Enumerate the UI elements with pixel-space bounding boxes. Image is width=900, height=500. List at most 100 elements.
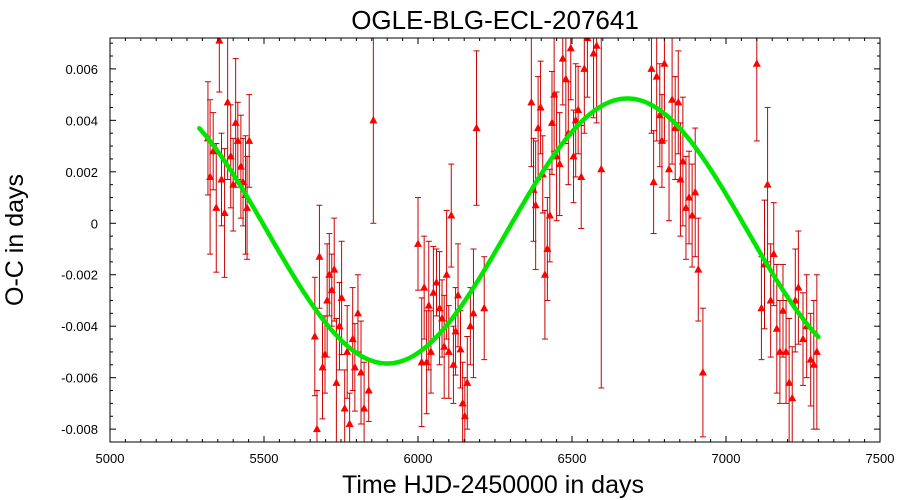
data-point <box>320 350 329 358</box>
data-point <box>785 378 794 386</box>
data-point <box>536 102 545 111</box>
data-point <box>438 313 447 322</box>
data-point <box>220 208 229 216</box>
data-point <box>231 118 240 126</box>
data-point <box>444 347 453 355</box>
data-point <box>442 270 451 278</box>
x-tick-label: 6000 <box>404 451 433 466</box>
fit-layer <box>197 96 821 366</box>
data-point <box>429 288 438 296</box>
y-tick-label: 0.006 <box>65 62 98 77</box>
data-point <box>580 64 589 72</box>
data-point <box>480 303 489 312</box>
data-point <box>674 97 683 106</box>
data-point <box>766 295 775 304</box>
data-point <box>226 151 235 160</box>
data-point <box>327 285 336 294</box>
x-tick-label: 7500 <box>866 451 895 466</box>
data-point <box>698 368 707 376</box>
data-point <box>566 43 575 52</box>
data-point <box>671 123 680 132</box>
data-point <box>534 123 543 132</box>
data-point <box>799 334 807 343</box>
data-point <box>325 270 334 278</box>
data-point <box>414 239 422 247</box>
data-point <box>545 211 554 219</box>
data-point <box>236 162 245 170</box>
y-tick-label: -0.006 <box>61 371 98 386</box>
data-point <box>592 41 601 49</box>
data-point <box>652 72 661 80</box>
data-point <box>676 175 685 183</box>
data-point <box>440 342 449 350</box>
data-point <box>531 200 540 209</box>
y-tick-label: -0.002 <box>61 268 98 283</box>
data-point <box>335 321 344 330</box>
data-point <box>332 378 341 386</box>
y-tick-label: 0.002 <box>65 165 98 180</box>
data-point <box>561 74 570 83</box>
data-point <box>233 136 242 144</box>
x-tick-label: 7000 <box>712 451 741 466</box>
data-point <box>449 360 458 368</box>
data-point <box>812 347 821 355</box>
data-point <box>315 252 324 260</box>
data-point <box>432 277 441 286</box>
data-point <box>543 244 552 253</box>
data-point <box>763 180 772 188</box>
data-point <box>571 115 580 124</box>
data-point <box>435 303 444 312</box>
data-point <box>589 48 598 57</box>
data-point <box>209 146 218 155</box>
data-point <box>348 334 357 343</box>
x-axis-label: Time HJD-2450000 in days <box>342 471 644 499</box>
data-point <box>460 411 469 420</box>
data-point <box>574 105 583 114</box>
data-point <box>769 249 778 258</box>
x-tick-label: 6500 <box>558 451 587 466</box>
data-point <box>212 203 221 211</box>
data-point <box>647 64 656 72</box>
data-point <box>456 344 465 353</box>
data-point <box>678 157 687 165</box>
data-point <box>360 404 369 412</box>
data-point <box>794 283 803 291</box>
data-point <box>547 118 556 126</box>
data-point <box>223 97 232 106</box>
y-tick-label: -0.008 <box>61 422 98 437</box>
data-point <box>660 59 669 67</box>
y-axis-label: O-C in days <box>1 174 29 306</box>
data-point <box>364 386 373 394</box>
data-point <box>330 265 339 273</box>
data-point <box>469 308 478 317</box>
data-point <box>206 172 215 180</box>
data-point <box>597 164 606 173</box>
data-point <box>466 321 475 330</box>
data-point <box>472 123 481 132</box>
data-point <box>243 203 252 211</box>
data-point <box>426 347 435 355</box>
data-point <box>245 136 254 144</box>
data-point <box>577 172 586 180</box>
data-point <box>752 59 761 67</box>
chart-title: OGLE-BLG-ECL-207641 <box>351 5 639 35</box>
data-point <box>447 211 456 219</box>
data-point <box>757 303 766 312</box>
data-point <box>809 360 818 368</box>
data-point <box>778 306 787 314</box>
x-tick-label: 5500 <box>250 451 279 466</box>
data-point <box>775 347 784 355</box>
data-point <box>229 180 238 188</box>
data-point <box>527 97 536 106</box>
data-point <box>217 175 226 183</box>
data-point <box>668 95 677 103</box>
axes-layer <box>109 37 881 443</box>
x-tick-labels: 5000 5500 6000 6500 7000 7500 <box>96 451 895 466</box>
data-point <box>694 265 703 273</box>
data-point <box>463 378 472 386</box>
data-point <box>806 355 815 363</box>
y-tick-label: 0 <box>91 216 98 231</box>
data-point <box>791 295 800 304</box>
data-point <box>424 301 433 309</box>
x-tick-label: 5000 <box>96 451 125 466</box>
